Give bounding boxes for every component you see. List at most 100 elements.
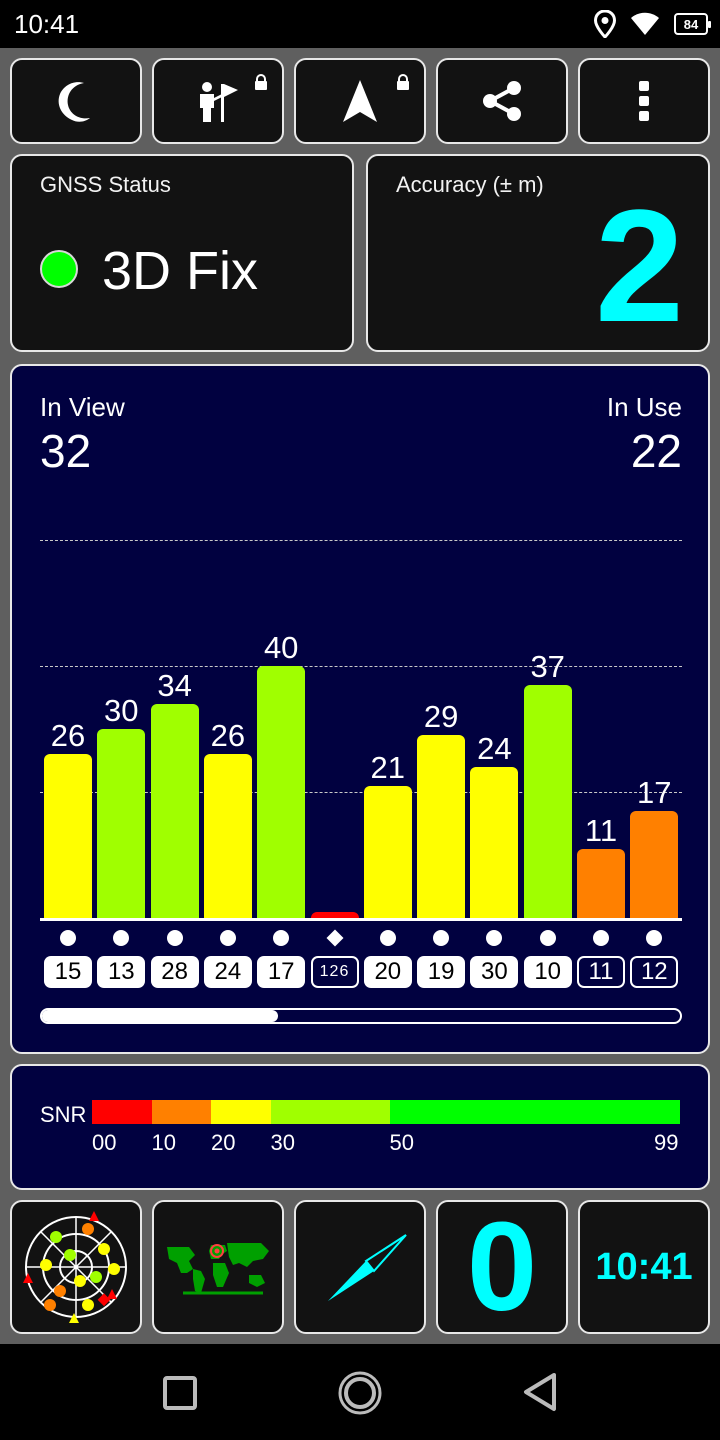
compass-button[interactable] [294,1200,426,1334]
snr-legend-panel: SNR 00 10 20 30 50 99 [10,1064,710,1190]
constellation-marker-dot [433,930,450,946]
recents-icon[interactable] [163,1376,197,1410]
snr-tick-label: 99 [654,1130,679,1155]
satellite-id-tag[interactable]: 30 [470,956,519,988]
snr-tick-label: 30 [270,1130,295,1155]
in-view-count: 32 [40,425,92,477]
constellation-marker-dot [486,930,503,946]
snr-color-segment [92,1100,152,1124]
clock-value: 10:41 [595,1245,693,1288]
satellite-id-tag[interactable]: 126 [310,956,359,988]
signal-bar [363,785,412,918]
satellite-id-tag[interactable]: 24 [203,956,252,988]
constellation-marker-dot [113,930,130,946]
satellite-id-tag[interactable]: 17 [257,956,306,988]
constellation-marker-dot [219,930,236,946]
signal-bar [97,729,146,918]
accuracy-card[interactable]: Accuracy (± m) 2 [366,154,710,352]
accuracy-value: 2 [595,176,684,355]
satellite-id-tag[interactable]: 10 [523,956,572,988]
status-time: 10:41 [14,9,80,39]
signal-bar [203,754,252,918]
satellite-id-tag[interactable]: 12 [630,956,679,988]
lock-icon [255,74,267,90]
satellite-id-tag[interactable]: 13 [97,956,146,988]
signal-bar [417,735,466,918]
grid-line [40,792,682,793]
signal-value-label: 34 [157,667,192,703]
chart-baseline [40,918,682,921]
constellation-marker-dot [379,930,396,946]
more-vert-icon [639,81,649,121]
snr-color-segment [211,1100,271,1124]
chart-scrollbar[interactable] [40,1008,682,1024]
back-icon[interactable] [522,1372,558,1412]
gnss-fix-value: 3D Fix [102,241,259,301]
satellite-id-tag[interactable]: 19 [417,956,466,988]
world-map-button[interactable] [152,1200,284,1334]
flag-person-icon [200,82,238,122]
signal-value-label: 17 [637,774,672,810]
constellation-marker-dot [593,930,609,946]
signal-bar [523,684,572,918]
signal-value-label: 29 [423,699,459,735]
navigate-button[interactable] [294,58,426,144]
more-options-button[interactable] [578,58,710,144]
satellite-id-tag[interactable]: 28 [150,956,199,988]
snr-tick-label: 00 [92,1130,117,1155]
snr-tick-label: 20 [211,1130,236,1155]
battery-icon: 84 [674,13,711,35]
signal-value-label: 11 [584,812,618,848]
home-icon[interactable] [337,1370,383,1416]
snr-color-segment [389,1100,680,1124]
constellation-marker-dot [60,930,76,946]
share-button[interactable] [436,58,568,144]
share-icon [483,81,521,121]
in-use-label: In Use [606,392,682,422]
moon-icon [58,82,90,122]
signal-bar [470,766,519,918]
clock-button[interactable]: 10:41 [578,1200,710,1334]
in-view-label: In View [40,392,125,422]
snr-tick-label: 10 [151,1130,176,1155]
constellation-marker-dot [166,930,183,946]
world-map-icon [167,1243,269,1295]
signal-value-label: 24 [477,730,512,766]
fix-indicator [40,250,78,288]
satellite-id-tag[interactable]: 20 [363,956,412,988]
signal-value-label: 37 [530,648,565,684]
waypoint-button[interactable] [152,58,284,144]
compass-needle-icon [328,1234,407,1301]
snr-color-segment [270,1100,390,1124]
satellite-signal-panel[interactable]: In View 32 In Use 22 26 15 30 13 34 28 26 24 40 1… [10,364,710,1054]
signal-value-label: 21 [370,749,406,785]
satellite-id-tag[interactable]: 11 [577,956,625,988]
lock-icon [397,74,409,90]
signal-bar [310,911,359,918]
snr-tick-label: 50 [389,1130,414,1155]
signal-bar [630,810,679,918]
wifi-icon [631,12,659,35]
night-mode-button[interactable] [10,58,142,144]
status-icons: 84 [594,10,711,38]
grid-line [40,666,682,667]
location-icon [594,10,616,38]
constellation-marker-dot [273,930,290,946]
signal-bar [44,754,92,918]
satellite-id-tag[interactable]: 15 [44,956,92,988]
signal-value-label: 40 [263,630,299,665]
constellation-marker-dot [646,930,663,946]
chart-scroll-thumb[interactable] [42,1010,279,1022]
sky-view-button[interactable] [10,1200,142,1334]
constellation-marker-diamond [326,929,343,947]
gnss-status-card[interactable]: GNSS Status 3D Fix [10,154,354,352]
gnss-status-label: GNSS Status [40,172,171,197]
constellation-marker-dot [539,930,556,946]
sky-plot-icon [23,1211,127,1323]
snr-color-segment [151,1100,211,1124]
signal-bar [257,666,306,918]
navigation-arrow-icon [343,80,377,122]
in-use-count: 22 [630,425,682,477]
counter-button[interactable]: 0 [436,1200,568,1334]
snr-label: SNR [40,1102,87,1127]
